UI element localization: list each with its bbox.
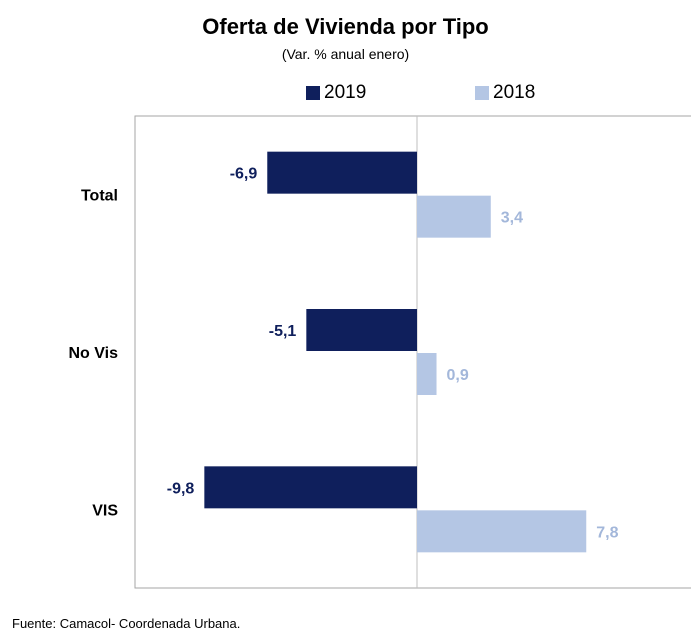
data-label-2019-total: -6,9 bbox=[230, 166, 258, 183]
data-label-2018-total: 3,4 bbox=[501, 210, 523, 227]
category-label-vis: VIS bbox=[92, 502, 118, 519]
bar-2018-no-vis bbox=[417, 353, 437, 395]
legend-label-2019: 2019 bbox=[324, 82, 367, 103]
legend-swatch-2018 bbox=[475, 86, 489, 100]
category-label-no-vis: No Vis bbox=[69, 345, 119, 362]
data-label-2018-vis: 7,8 bbox=[596, 524, 618, 541]
legend-item-2019: 2019 bbox=[306, 82, 366, 104]
source-note: Fuente: Camacol- Coordenada Urbana. bbox=[12, 616, 241, 631]
bar-2018-total bbox=[417, 195, 491, 238]
data-label-2019-no-vis: -5,1 bbox=[269, 323, 297, 340]
chart-title: Oferta de Vivienda por Tipo bbox=[202, 14, 489, 39]
bar-2019-vis bbox=[204, 466, 417, 509]
bar-2018-vis bbox=[417, 510, 587, 553]
chart-subtitle: (Var. % anual enero) bbox=[281, 46, 410, 62]
legend-swatch-2019 bbox=[306, 86, 320, 100]
category-label-total: Total bbox=[81, 188, 118, 205]
data-label-2019-vis: -9,8 bbox=[167, 480, 195, 497]
bar-2019-total bbox=[267, 151, 417, 194]
legend-item-2018: 2018 bbox=[475, 82, 535, 104]
plot-frame bbox=[134, 115, 691, 589]
legend: 2019 2018 bbox=[0, 82, 691, 106]
bar-2019-no-vis bbox=[306, 309, 417, 351]
legend-label-2018: 2018 bbox=[493, 82, 536, 103]
data-label-2018-no-vis: 0,9 bbox=[447, 367, 469, 384]
